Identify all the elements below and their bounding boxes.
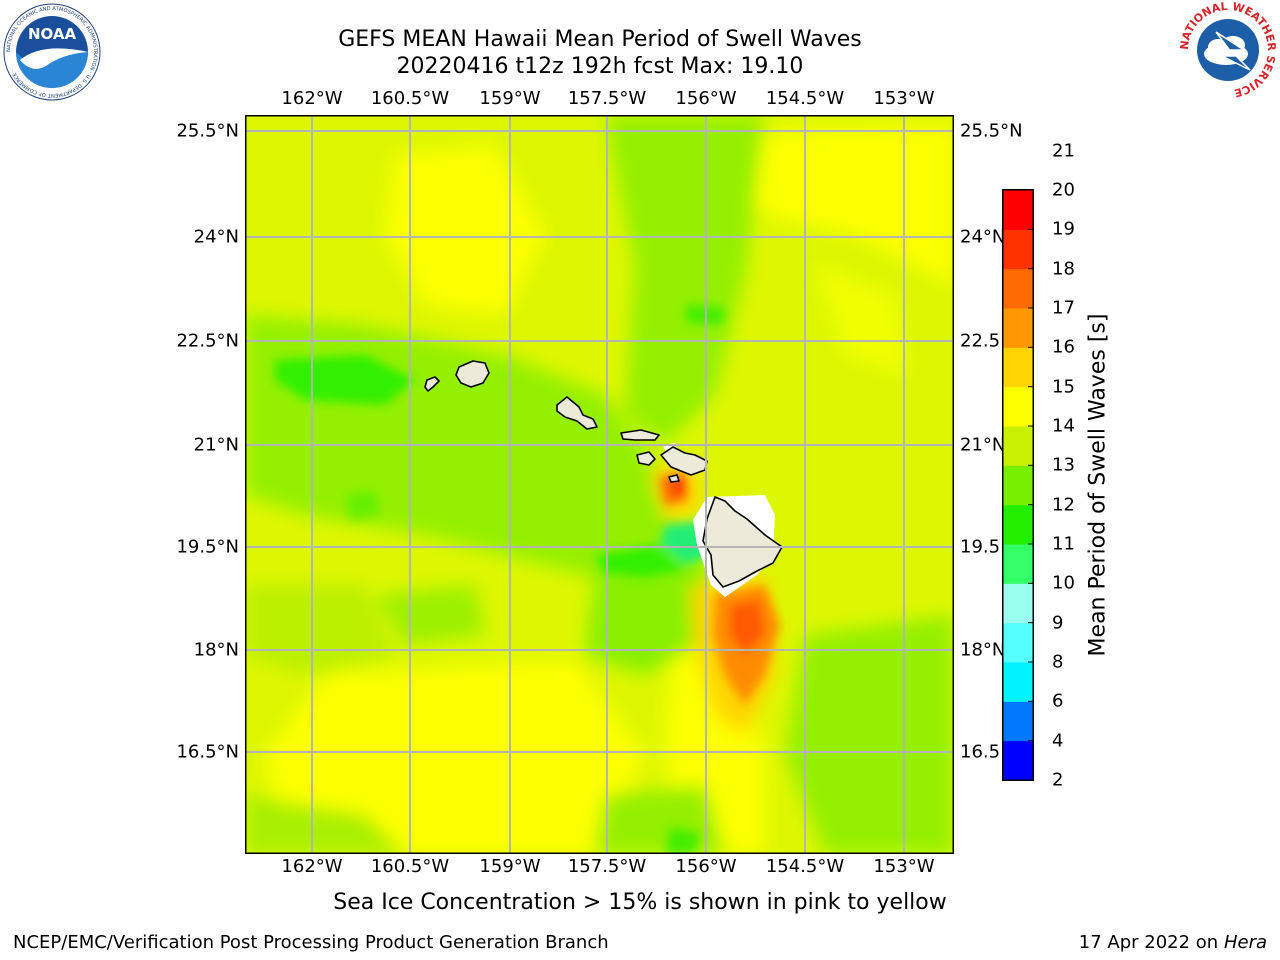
lat-tick-right: 21°N: [960, 434, 1006, 456]
gridlines: [245, 115, 954, 854]
footer-machine: Hera: [1223, 932, 1267, 953]
lat-tick-left: 19.5°N: [176, 536, 239, 558]
colorbar-label: 15: [1052, 376, 1075, 398]
lon-tick-bottom: 153°W: [873, 856, 935, 877]
lon-tick-bottom: 156°W: [675, 856, 737, 877]
lon-tick-top: 156°W: [675, 88, 737, 109]
lat-tick-left: 25.5°N: [176, 120, 239, 142]
lat-tick-left: 16.5°N: [176, 741, 239, 763]
colorbar-segment: [1003, 740, 1033, 781]
colorbar-segment: [1003, 662, 1033, 702]
colorbar-label: 21: [1052, 140, 1075, 162]
colorbar-label: 18: [1052, 258, 1075, 280]
colorbar-segment: [1003, 347, 1033, 388]
lat-tick-left: 24°N: [193, 226, 239, 248]
colorbar-segment: [1003, 622, 1033, 663]
footer-date-text: 17 Apr 2022 on: [1078, 932, 1219, 953]
island-oahu: [556, 396, 598, 430]
lon-tick-bottom: 160.5°W: [370, 856, 450, 877]
island-lanai: [636, 451, 656, 466]
island-kahoolawe: [668, 474, 680, 483]
colorbar-segment: [1003, 229, 1033, 270]
lon-tick-top: 157.5°W: [567, 88, 647, 109]
colorbar-label: 8: [1052, 651, 1064, 673]
island-niihau: [424, 376, 440, 392]
colorbar-segment: [1003, 465, 1033, 506]
colorbar-label: 16: [1052, 336, 1075, 358]
lat-tick-right: 16.5: [960, 741, 1001, 763]
colorbar-segment: [1003, 504, 1033, 545]
lon-tick-top: 153°W: [873, 88, 935, 109]
colorbar-segment: [1003, 308, 1033, 348]
svg-text:NOAA: NOAA: [28, 25, 77, 43]
colorbar-label: 2: [1052, 769, 1064, 791]
colorbar-label: 13: [1052, 454, 1075, 476]
colorbar-label: 6: [1052, 690, 1064, 712]
chart-subtitle: 20220416 t12z 192h fcst Max: 19.10: [396, 54, 804, 79]
colorbar-segment: [1003, 544, 1033, 584]
lat-tick-left: 22.5°N: [176, 330, 239, 352]
lat-tick-right: 22.5: [960, 330, 1001, 352]
colorbar-label: 12: [1052, 494, 1075, 516]
lat-tick-right: 18°N: [960, 639, 1006, 661]
colorbar-segment: [1003, 268, 1033, 309]
caption: Sea Ice Concentration > 15% is shown in …: [333, 890, 947, 915]
swell-period-map: [245, 115, 954, 854]
lat-tick-left: 18°N: [193, 639, 239, 661]
colorbar-segment: [1003, 426, 1033, 466]
chart-title: GEFS MEAN Hawaii Mean Period of Swell Wa…: [338, 27, 862, 52]
colorbar-label: 17: [1052, 297, 1075, 319]
island-kauai: [455, 360, 490, 388]
noaa-logo: NATIONAL OCEANIC AND ATMOSPHERIC ADMINIS…: [3, 3, 101, 101]
lon-tick-top: 154.5°W: [765, 88, 845, 109]
nws-logo: NATIONAL WEATHER SERVICE: [1178, 0, 1278, 99]
colorbar-segment: [1003, 190, 1033, 230]
lat-tick-right: 19.5: [960, 536, 1001, 558]
lat-tick-right: 24°N: [960, 226, 1006, 248]
lon-tick-bottom: 157.5°W: [567, 856, 647, 877]
island-molokai: [620, 429, 660, 441]
colorbar-label: 4: [1052, 730, 1064, 752]
colorbar-label: 9: [1052, 612, 1064, 634]
colorbar-segment: [1003, 583, 1033, 624]
lon-tick-top: 160.5°W: [370, 88, 450, 109]
lon-tick-bottom: 162°W: [281, 856, 343, 877]
contour-detail: [275, 305, 780, 854]
colorbar-border: [1002, 189, 1034, 781]
colorbar: [1002, 189, 1034, 781]
colorbar-title: Mean Period of Swell Waves [s]: [1085, 313, 1111, 657]
footer-credit: NCEP/EMC/Verification Post Processing Pr…: [13, 932, 609, 953]
colorbar-label: 20: [1052, 179, 1075, 201]
lon-tick-bottom: 154.5°W: [765, 856, 845, 877]
lat-tick-right: 25.5°N: [960, 120, 1023, 142]
colorbar-label: 19: [1052, 218, 1075, 240]
colorbar-label: 11: [1052, 533, 1075, 555]
lon-tick-bottom: 159°W: [479, 856, 541, 877]
islands: [424, 360, 783, 588]
lon-tick-top: 159°W: [479, 88, 541, 109]
lon-tick-top: 162°W: [281, 88, 343, 109]
colorbar-segment: [1003, 386, 1033, 427]
colorbar-segment: [1003, 701, 1033, 742]
lat-tick-left: 21°N: [193, 434, 239, 456]
colorbar-label: 14: [1052, 415, 1075, 437]
colorbar-label: 10: [1052, 572, 1075, 594]
footer-date: 17 Apr 2022 on Hera: [1079, 932, 1267, 953]
